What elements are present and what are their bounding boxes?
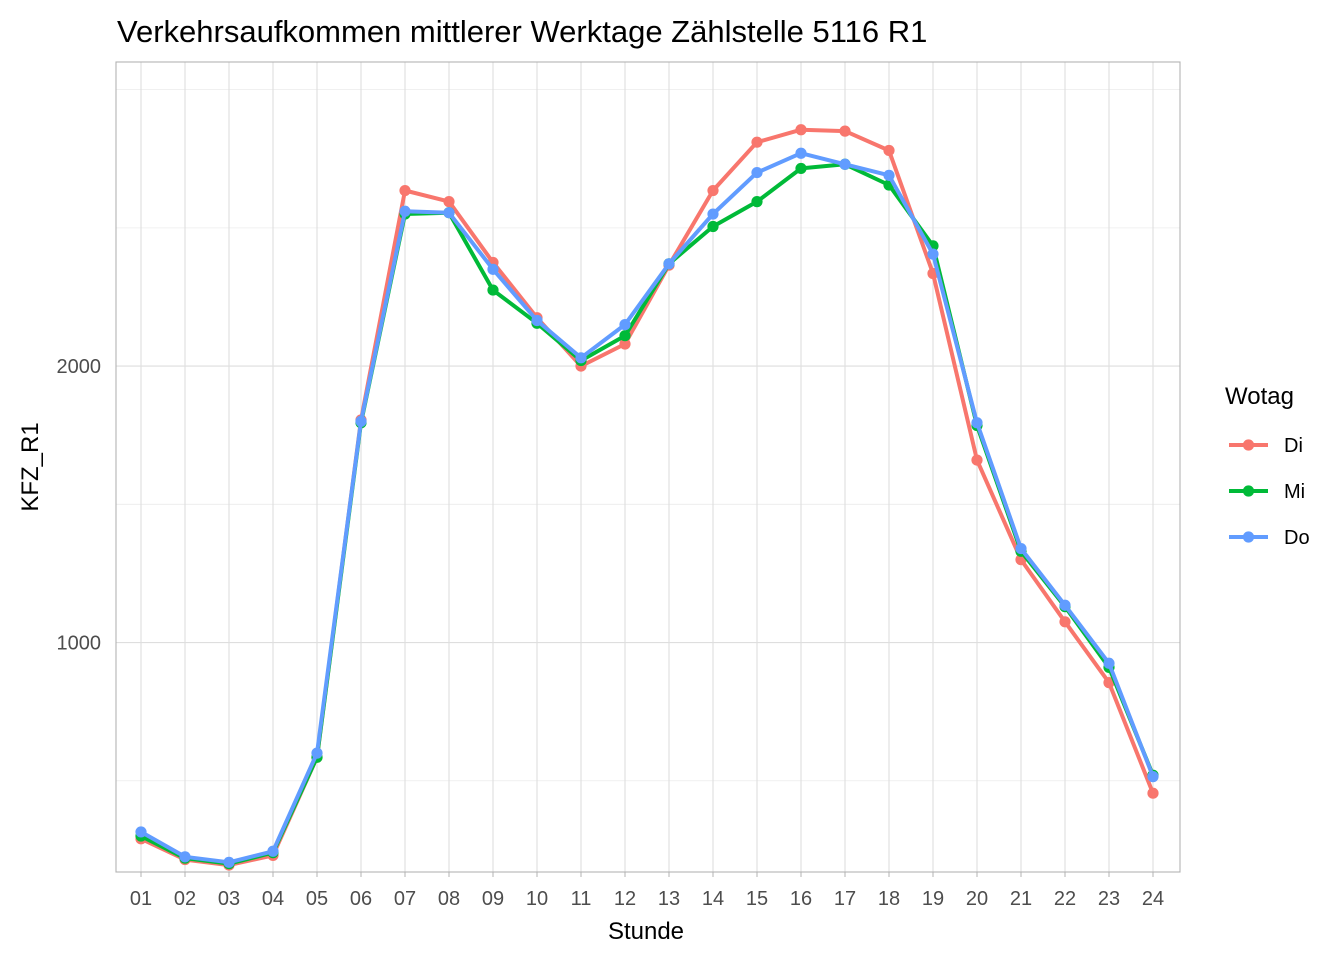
data-point-mi	[751, 196, 763, 208]
y-axis-ticks: 1000 2000	[57, 356, 102, 654]
x-tick-label: 15	[746, 888, 768, 910]
data-point-do	[311, 747, 323, 759]
data-point-mi	[707, 220, 719, 233]
data-point-do	[135, 826, 147, 838]
x-tick-label: 06	[350, 888, 372, 910]
data-point-do	[355, 415, 367, 427]
data-point-do	[1103, 657, 1115, 669]
data-point-di	[795, 124, 807, 136]
legend-key-do	[1229, 531, 1268, 543]
data-point-do	[663, 258, 675, 270]
series-layer	[135, 124, 1159, 871]
data-point-do	[619, 319, 631, 331]
x-tick-label: 16	[790, 888, 812, 910]
x-tick-label: 14	[702, 888, 724, 910]
data-point-di	[707, 184, 719, 197]
data-point-di	[751, 136, 763, 148]
x-tick-label: 01	[130, 888, 152, 910]
data-point-do	[1147, 771, 1159, 783]
series-mi	[135, 158, 1159, 870]
series-do	[135, 147, 1159, 868]
data-point-do	[575, 352, 587, 364]
x-tick-label: 21	[1010, 888, 1032, 910]
data-point-do	[1015, 542, 1027, 555]
plot-panel-border	[115, 61, 1181, 873]
legend-key-point	[1242, 485, 1255, 497]
data-point-di	[619, 338, 631, 350]
x-tick-label: 20	[966, 888, 988, 910]
y-tick-label: 1000	[57, 633, 102, 655]
data-point-do	[883, 169, 895, 181]
x-tick-label: 10	[526, 888, 548, 910]
x-tick-label: 05	[306, 888, 328, 910]
y-axis-title: KFZ_R1	[17, 422, 44, 511]
data-point-do	[707, 208, 719, 220]
data-point-di	[1147, 787, 1159, 799]
data-point-do	[795, 147, 807, 159]
data-point-do	[443, 207, 455, 219]
x-tick-label: 12	[614, 888, 636, 910]
legend-key-point	[1242, 531, 1255, 543]
plot-grid	[116, 62, 1180, 872]
x-tick-label: 13	[658, 888, 680, 910]
x-tick-label: 07	[394, 888, 416, 910]
x-tick-label: 17	[834, 888, 856, 910]
data-point-di	[839, 125, 851, 137]
x-tick-label: 09	[482, 888, 504, 910]
x-tick-label: 11	[571, 888, 592, 910]
x-tick-label: 04	[262, 888, 284, 910]
x-tick-label: 03	[218, 888, 240, 910]
legend-key-mi	[1229, 485, 1268, 497]
y-tick-label: 2000	[57, 356, 102, 378]
series-line-do	[139, 151, 1155, 865]
data-point-do	[223, 856, 235, 868]
data-point-mi	[487, 284, 499, 296]
data-point-do	[927, 248, 939, 260]
x-axis-ticks: 01 02 03 04 05 06 07 08 09 10 11 12 13 14 15 16 17 18 19 20…	[130, 872, 1164, 910]
x-axis-title: Stunde	[608, 918, 684, 945]
data-point-do	[179, 851, 191, 863]
data-point-do	[531, 314, 543, 327]
x-tick-label: 19	[922, 888, 944, 910]
legend-title: Wotag	[1225, 383, 1294, 410]
x-tick-label: 08	[438, 888, 460, 910]
data-point-di	[1103, 677, 1115, 689]
data-point-di	[399, 184, 411, 197]
x-tick-label: 24	[1142, 888, 1164, 910]
legend-label-do: Do	[1284, 527, 1310, 549]
data-point-do	[267, 845, 279, 857]
x-tick-label: 18	[878, 888, 900, 910]
legend-label-mi: Mi	[1284, 481, 1305, 503]
legend: Wotag Di Mi Do	[1225, 383, 1310, 549]
data-point-do	[399, 205, 411, 217]
data-point-do	[751, 166, 763, 179]
data-point-mi	[619, 330, 631, 342]
data-point-do	[971, 417, 983, 429]
legend-key-di	[1229, 439, 1268, 451]
data-point-do	[487, 263, 499, 275]
legend-label-di: Di	[1284, 435, 1303, 457]
data-point-do	[839, 158, 851, 170]
data-point-do	[1059, 599, 1071, 611]
data-point-di	[883, 144, 895, 157]
data-point-di	[443, 196, 455, 208]
data-point-di	[1059, 616, 1071, 628]
data-point-di	[971, 454, 983, 466]
legend-key-point	[1242, 439, 1255, 451]
x-tick-label: 02	[174, 888, 196, 910]
data-point-mi	[795, 162, 807, 175]
x-tick-label: 23	[1098, 888, 1120, 910]
x-tick-label: 22	[1054, 888, 1076, 910]
chart-title: Verkehrsaufkommen mittlerer Werktage Zäh…	[117, 14, 927, 49]
